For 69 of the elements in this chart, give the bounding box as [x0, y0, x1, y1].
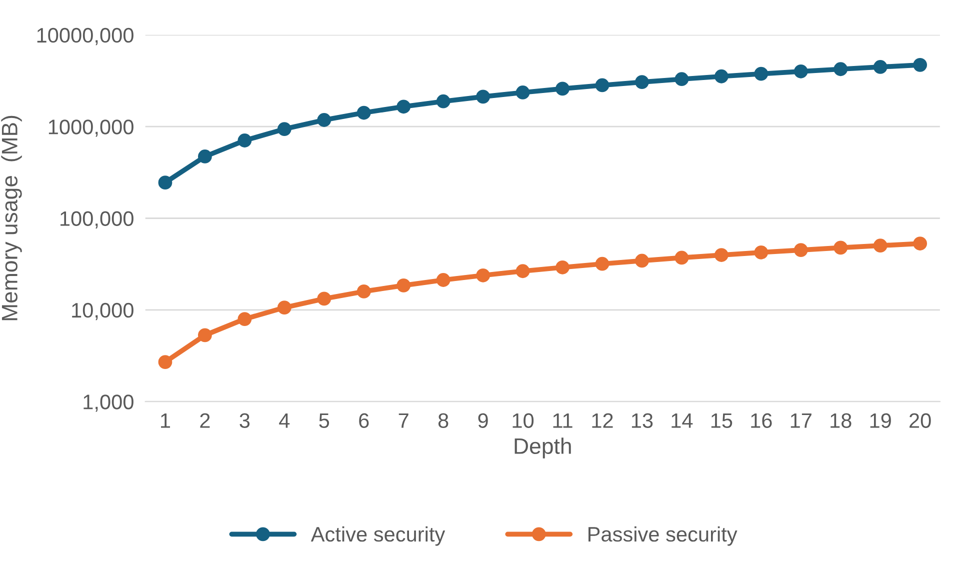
- x-tick-label: 3: [240, 413, 250, 428]
- x-tick-label: 17: [790, 413, 812, 428]
- x-tick-label: 9: [478, 413, 488, 428]
- x-tick-label: 14: [672, 413, 693, 428]
- point: [595, 78, 610, 92]
- point: [158, 355, 172, 369]
- y-tick-label: 10000,000: [37, 28, 134, 46]
- point: [556, 260, 570, 274]
- point: [356, 284, 371, 298]
- x-tick-label: 20: [910, 413, 931, 428]
- point: [794, 64, 808, 78]
- point: [317, 113, 332, 127]
- point: [396, 278, 411, 292]
- x-tick-label: 5: [319, 413, 330, 428]
- x-tick-label: 7: [398, 413, 408, 428]
- point: [873, 238, 888, 253]
- point: [754, 245, 768, 260]
- point: [277, 300, 292, 315]
- x-tick-label: 16: [751, 413, 772, 428]
- x-tick-label: 11: [553, 413, 572, 428]
- x-tick-label: 10: [512, 413, 534, 428]
- point: [595, 256, 610, 271]
- legend-label: Active security: [310, 526, 446, 546]
- y-tick-label: 10,000: [72, 302, 134, 320]
- y-tick-label: 100,000: [60, 211, 134, 228]
- point: [714, 248, 728, 262]
- point: [913, 236, 928, 250]
- point: [396, 100, 411, 114]
- point: [516, 86, 530, 100]
- y-axis-title: Memory usage (MB): [1, 116, 22, 320]
- point: [556, 82, 570, 96]
- point: [198, 150, 212, 164]
- point: [674, 72, 689, 86]
- x-tick-label: 13: [632, 413, 653, 428]
- point: [834, 62, 848, 76]
- y-tick-label: 1000,000: [48, 120, 134, 137]
- point: [873, 60, 888, 74]
- x-tick-label: 4: [279, 413, 290, 428]
- x-tick-label: 1: [161, 413, 170, 428]
- point: [674, 250, 689, 265]
- x-tick-label: 18: [830, 413, 852, 428]
- point: [754, 66, 768, 81]
- x-tick-label: 8: [438, 413, 448, 428]
- x-tick-label: 6: [359, 413, 369, 428]
- x-axis-title: Depth: [514, 438, 571, 458]
- point: [238, 134, 252, 148]
- x-tick-label: 19: [870, 413, 891, 428]
- point: [198, 328, 212, 342]
- point: [794, 243, 808, 257]
- point: [476, 90, 490, 104]
- point: [913, 58, 928, 72]
- x-tick-label: 15: [711, 413, 732, 428]
- point: [436, 273, 450, 287]
- x-tick-label: 2: [200, 413, 210, 428]
- point: [635, 254, 649, 268]
- point: [356, 106, 371, 120]
- point: [834, 240, 848, 255]
- x-tick-label: 12: [592, 413, 613, 428]
- point: [436, 94, 450, 108]
- point: [516, 264, 530, 278]
- y-tick-label: 1,000: [84, 394, 134, 412]
- point: [317, 292, 332, 306]
- point: [158, 176, 172, 190]
- legend-label: Passive security: [588, 526, 738, 546]
- point: [476, 268, 490, 282]
- point: [238, 312, 252, 326]
- point: [714, 69, 728, 84]
- point: [277, 122, 292, 136]
- point: [635, 75, 649, 90]
